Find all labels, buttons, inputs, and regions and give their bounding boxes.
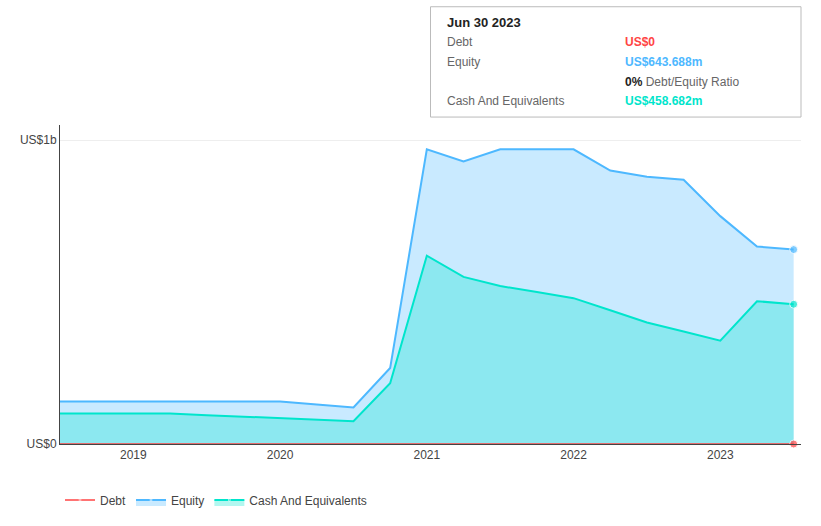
svg-text:2019: 2019 (120, 448, 147, 462)
svg-text:US$0: US$0 (625, 35, 655, 49)
svg-text:Equity: Equity (447, 55, 480, 69)
svg-text:US$643.688m: US$643.688m (625, 55, 702, 69)
svg-text:2021: 2021 (413, 448, 440, 462)
svg-text:US$458.682m: US$458.682m (625, 94, 702, 108)
svg-text:2023: 2023 (707, 448, 734, 462)
svg-text:Cash And Equivalents: Cash And Equivalents (249, 494, 366, 508)
svg-text:US$1b: US$1b (20, 133, 57, 147)
svg-text:Jun 30 2023: Jun 30 2023 (447, 15, 521, 30)
svg-text:Debt: Debt (100, 494, 126, 508)
svg-text:0% Debt/Equity Ratio: 0% Debt/Equity Ratio (625, 75, 739, 89)
svg-text:Debt: Debt (447, 35, 473, 49)
svg-text:2020: 2020 (267, 448, 294, 462)
svg-text:US$0: US$0 (27, 437, 57, 451)
svg-text:Equity: Equity (171, 494, 204, 508)
svg-text:2022: 2022 (560, 448, 587, 462)
svg-text:Cash And Equivalents: Cash And Equivalents (447, 94, 564, 108)
